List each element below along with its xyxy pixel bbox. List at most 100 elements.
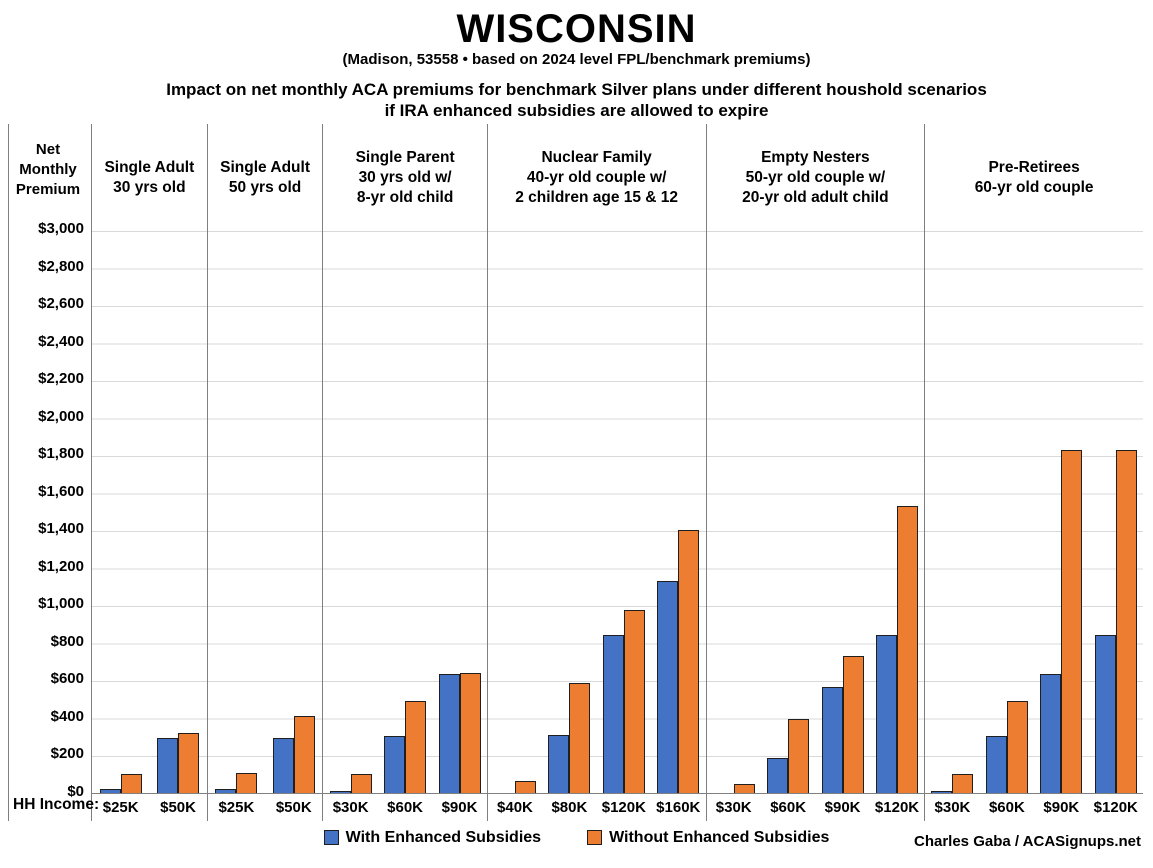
with-enhanced-swatch-icon	[323, 830, 339, 845]
bar-with-enhanced	[821, 686, 843, 793]
income-label-row: $30K $60K $90K $120K	[707, 794, 925, 821]
scenario-group-label-line: 50 yrs old	[228, 179, 302, 197]
bar-pair-$80k	[542, 231, 596, 793]
y-tick-label: $2,000	[38, 407, 84, 425]
income-label: $25K	[218, 798, 255, 816]
y-tick-label: $1,600	[38, 482, 84, 500]
y-tick-label: $1,400	[38, 520, 84, 537]
scenario-group-label: Pre-Retirees 60-yr old couple	[925, 124, 1143, 232]
income-label: $25K	[102, 798, 139, 816]
scenario-group-plot	[92, 231, 207, 794]
bar-with-enhanced	[767, 757, 789, 793]
legend-label-with-enhanced: With Enhanced Subsidies	[345, 828, 542, 846]
income-label: $60K	[387, 798, 424, 816]
income-label: $90K	[441, 798, 478, 816]
y-tick-label: $200	[50, 745, 84, 762]
bar-without-enhanced	[459, 672, 481, 793]
scenario-group-2: Single Adult 50 yrs old $25K $50K	[206, 123, 323, 821]
income-label: $90K	[1043, 798, 1080, 816]
bar-without-enhanced	[788, 718, 810, 793]
chart-heading-line2: if IRA enhanced subsidies are allowed to…	[384, 101, 769, 121]
scenario-group-plot	[706, 231, 925, 794]
income-label: $30K	[934, 798, 971, 816]
bar-without-enhanced	[952, 773, 974, 793]
bar-with-enhanced	[1094, 634, 1116, 793]
bar-pair-$60k	[378, 231, 432, 793]
scenario-group-plot	[207, 231, 323, 794]
scenario-group-plot	[323, 231, 487, 794]
y-tick-label: $400	[50, 707, 84, 725]
bar-with-enhanced	[931, 790, 953, 793]
bar-without-enhanced	[514, 780, 536, 793]
bar-pair-$160k	[651, 231, 705, 793]
y-axis-title-line: Net	[35, 140, 61, 158]
legend-item-without-enhanced: Without Enhanced Subsidies	[587, 829, 829, 847]
income-label: $120K	[874, 798, 920, 816]
bar-without-enhanced	[842, 655, 864, 793]
income-label-row: $30K $60K $90K	[323, 794, 486, 821]
bar-with-enhanced	[602, 634, 624, 793]
scenario-group-label-line: 2 children age 15 & 12	[515, 189, 679, 207]
income-label: $160K	[656, 798, 701, 816]
bar-pair-$30k	[925, 231, 979, 793]
income-label-row: $25K $50K	[92, 794, 207, 821]
scenario-group-label: Single Parent 30 yrs old w/8-yr old child	[323, 124, 486, 232]
bar-with-enhanced	[157, 737, 179, 793]
scenario-group-label-line: 30 yrs old	[113, 179, 186, 197]
bar-without-enhanced	[405, 700, 427, 793]
income-label: $60K	[770, 798, 807, 816]
bar-without-enhanced	[1006, 700, 1028, 793]
y-tick-label: $2,200	[38, 370, 84, 387]
bar-without-enhanced	[120, 773, 142, 793]
bar-with-enhanced	[329, 790, 351, 793]
bar-pair-$90k	[432, 231, 486, 793]
scenario-group-label-line: 20-yr old adult child	[742, 189, 889, 207]
bar-with-enhanced	[876, 634, 898, 793]
chart-heading: Impact on net monthly ACA premiums for b…	[0, 79, 1153, 122]
chart-heading-line1: Impact on net monthly ACA premiums for b…	[166, 80, 987, 99]
y-axis-title: Net Monthly Premium	[9, 140, 87, 201]
bar-without-enhanced	[1115, 449, 1137, 793]
bar-pair-$25k	[208, 231, 265, 793]
income-label: $80K	[551, 798, 588, 816]
credit-text: Charles Gaba / ACASignups.net	[914, 832, 1141, 850]
scenario-group-label-line: Pre-Retirees	[988, 159, 1080, 177]
scenario-group-label-line: Single Parent	[355, 149, 455, 167]
bar-pair-$40k	[488, 231, 542, 793]
bar-pair-$120k	[597, 231, 651, 793]
scenario-group-label-line: 50-yr old couple w/	[745, 169, 886, 187]
scenario-group-label: Nuclear Family 40-yr old couple w/2 child…	[488, 124, 706, 232]
bar-with-enhanced	[657, 580, 679, 793]
bar-without-enhanced	[293, 715, 315, 793]
scenario-group-label-line: Nuclear Family	[541, 149, 652, 167]
y-tick-label: $0	[67, 782, 84, 800]
bar-without-enhanced	[678, 529, 700, 793]
y-tick-label: $1,800	[38, 445, 84, 462]
scenario-group-6: Pre-Retirees 60-yr old couple $30K $60K $90K…	[924, 123, 1143, 821]
income-label: $90K	[824, 798, 861, 816]
bar-pair-$60k	[980, 231, 1034, 793]
scenario-group-label: Single Adult 50 yrs old	[208, 124, 323, 232]
bar-with-enhanced	[548, 734, 570, 793]
bar-with-enhanced	[272, 737, 294, 793]
bar-with-enhanced	[99, 788, 121, 793]
income-label: $50K	[160, 798, 196, 816]
chart-footer: With Enhanced Subsidies Without Enhanced…	[0, 821, 1153, 861]
bar-without-enhanced	[1061, 449, 1083, 793]
scenario-group-label-line: 60-yr old couple	[974, 179, 1094, 197]
chart-groups: Single Adult 30 yrs old $25K $50K Single Adu…	[91, 123, 1143, 821]
scenario-group-1: Single Adult 30 yrs old $25K $50K	[91, 123, 207, 821]
income-label-row: $30K $60K $90K $120K	[925, 794, 1143, 821]
income-label: $60K	[988, 798, 1025, 816]
chart-header: WISCONSIN (Madison, 53558 • based on 202…	[0, 8, 1153, 122]
y-tick-label: $1,200	[38, 557, 84, 575]
y-axis-title-line: Premium	[15, 181, 81, 198]
y-axis: Net Monthly Premium $3,000 $2,800 $2,600 $2,4…	[8, 123, 91, 821]
bar-without-enhanced	[733, 783, 755, 793]
bar-pair-$120k	[870, 231, 924, 793]
scenario-group-label-line: Single Adult	[220, 159, 310, 177]
without-enhanced-swatch-icon	[587, 830, 603, 845]
scenario-group-plot	[925, 231, 1143, 794]
scenario-group-4: Nuclear Family 40-yr old couple w/2 child…	[486, 123, 706, 821]
y-tick-label: $2,400	[38, 332, 84, 350]
